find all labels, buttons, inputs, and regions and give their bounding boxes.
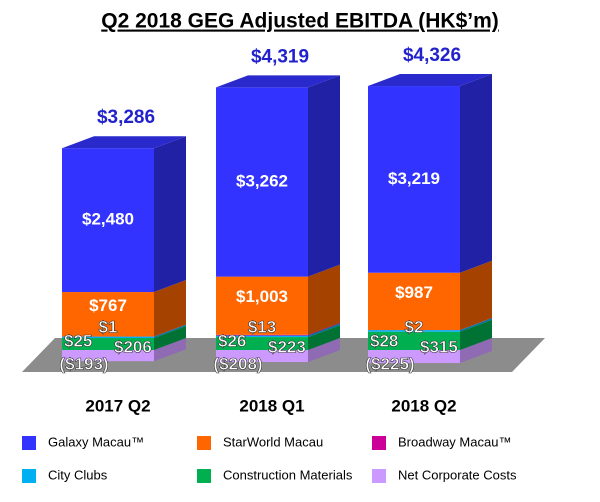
legend-swatch xyxy=(197,469,211,483)
bar-top xyxy=(368,74,492,87)
value-label: $2,480 xyxy=(82,210,134,229)
bar-side xyxy=(154,136,186,293)
legend-label: StarWorld Macau xyxy=(223,434,323,449)
legend-swatch xyxy=(197,436,211,450)
bar-side xyxy=(308,264,340,335)
value-label: $1,003 xyxy=(236,287,288,306)
bar-side xyxy=(154,324,186,339)
value-label: ($225) xyxy=(365,354,414,373)
bar-segment xyxy=(216,334,308,336)
value-label: $13 xyxy=(248,317,276,336)
value-label: ($193) xyxy=(59,354,108,373)
bar-side xyxy=(460,338,492,364)
value-label: $3,262 xyxy=(236,172,288,191)
legend-swatch xyxy=(22,436,36,450)
bar-side xyxy=(460,318,492,332)
legend-swatch xyxy=(22,469,36,483)
bar-segment xyxy=(62,336,154,339)
bar-side xyxy=(460,74,492,273)
total-label: $4,326 xyxy=(403,45,461,66)
bar-side xyxy=(308,338,340,363)
x-tick-label: 2018 Q2 xyxy=(391,396,456,415)
value-label: $28 xyxy=(370,331,398,350)
bar-segment xyxy=(368,86,460,273)
bar-segment xyxy=(368,350,460,364)
bar-segment xyxy=(368,331,460,350)
bar-side xyxy=(460,317,492,331)
bar-top xyxy=(62,136,186,149)
bar-side xyxy=(308,323,340,338)
bar-side xyxy=(154,324,186,337)
value-label: $3,219 xyxy=(388,169,440,188)
bar-segment xyxy=(368,272,460,330)
value-label: $315 xyxy=(420,337,458,356)
total-label: $3,286 xyxy=(97,107,155,128)
bar-side xyxy=(460,319,492,350)
bar-side xyxy=(154,280,186,337)
bar-segment xyxy=(62,350,154,362)
value-label: $206 xyxy=(114,337,152,356)
bar-side xyxy=(154,326,186,350)
legend-label: Net Corporate Costs xyxy=(398,467,517,482)
total-label: $4,319 xyxy=(251,46,309,67)
value-label: $223 xyxy=(268,337,306,356)
legend-swatch xyxy=(372,469,386,483)
legend-label: Broadway Macau™ xyxy=(398,434,511,449)
bar-segment xyxy=(216,276,308,335)
bar-segment xyxy=(216,87,308,277)
bar-segment xyxy=(216,337,308,350)
value-label: $26 xyxy=(218,331,246,350)
value-label: ($208) xyxy=(213,354,262,373)
x-tick-label: 2017 Q2 xyxy=(85,396,150,415)
legend-label: Galaxy Macau™ xyxy=(48,434,144,449)
value-label: $767 xyxy=(89,296,127,315)
bar-segment xyxy=(62,292,154,337)
chart-title: Q2 2018 GEG Adjusted EBITDA (HK$’m) xyxy=(101,10,499,33)
bar-segment xyxy=(216,350,308,363)
bar-segment xyxy=(62,338,154,350)
bar-side xyxy=(308,75,340,277)
value-label: $987 xyxy=(395,283,433,302)
legend-label: Construction Materials xyxy=(223,467,353,482)
legend-label: City Clubs xyxy=(48,467,108,482)
value-label: $25 xyxy=(64,331,92,350)
bar-segment xyxy=(216,335,308,338)
value-label: $2 xyxy=(405,317,424,336)
x-tick-label: 2018 Q1 xyxy=(239,396,304,415)
value-label: $1 xyxy=(99,317,118,336)
bar-segment xyxy=(368,330,460,332)
bar-side xyxy=(308,322,340,336)
bar-side xyxy=(460,260,492,330)
bar-side xyxy=(308,325,340,350)
legend-swatch xyxy=(372,436,386,450)
bar-side xyxy=(154,338,186,362)
bar-segment xyxy=(62,148,154,293)
bar-top xyxy=(216,75,340,88)
